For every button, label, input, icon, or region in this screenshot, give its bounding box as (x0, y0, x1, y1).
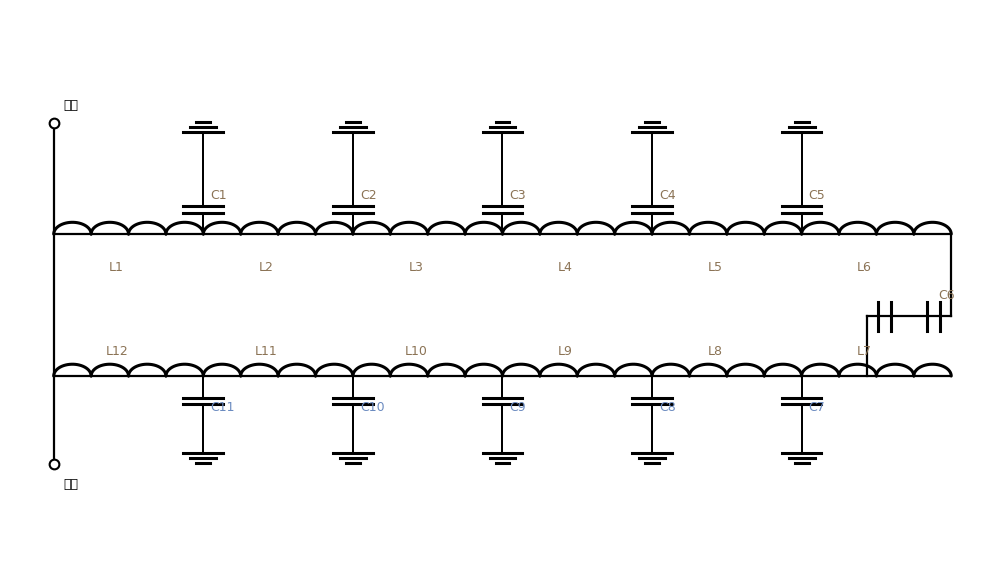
Text: L5: L5 (707, 262, 722, 274)
Text: L7: L7 (857, 345, 872, 358)
Text: L6: L6 (857, 262, 872, 274)
Text: L3: L3 (408, 262, 423, 274)
Text: C6: C6 (938, 289, 955, 302)
Text: L12: L12 (105, 345, 128, 358)
Text: C2: C2 (360, 189, 376, 202)
Text: C11: C11 (210, 401, 235, 414)
Text: L11: L11 (255, 345, 278, 358)
Text: C4: C4 (659, 189, 676, 202)
Text: L9: L9 (558, 345, 573, 358)
Text: C5: C5 (809, 189, 825, 202)
Text: C3: C3 (509, 189, 526, 202)
Text: C7: C7 (809, 401, 825, 414)
Text: L4: L4 (558, 262, 573, 274)
Text: L2: L2 (259, 262, 274, 274)
Text: C8: C8 (659, 401, 676, 414)
Text: C10: C10 (360, 401, 384, 414)
Text: C1: C1 (210, 189, 227, 202)
Text: 输入: 输入 (64, 99, 79, 112)
Text: L8: L8 (707, 345, 722, 358)
Text: 输出: 输出 (64, 478, 79, 491)
Text: L10: L10 (404, 345, 427, 358)
Text: L1: L1 (109, 262, 124, 274)
Text: C9: C9 (509, 401, 526, 414)
